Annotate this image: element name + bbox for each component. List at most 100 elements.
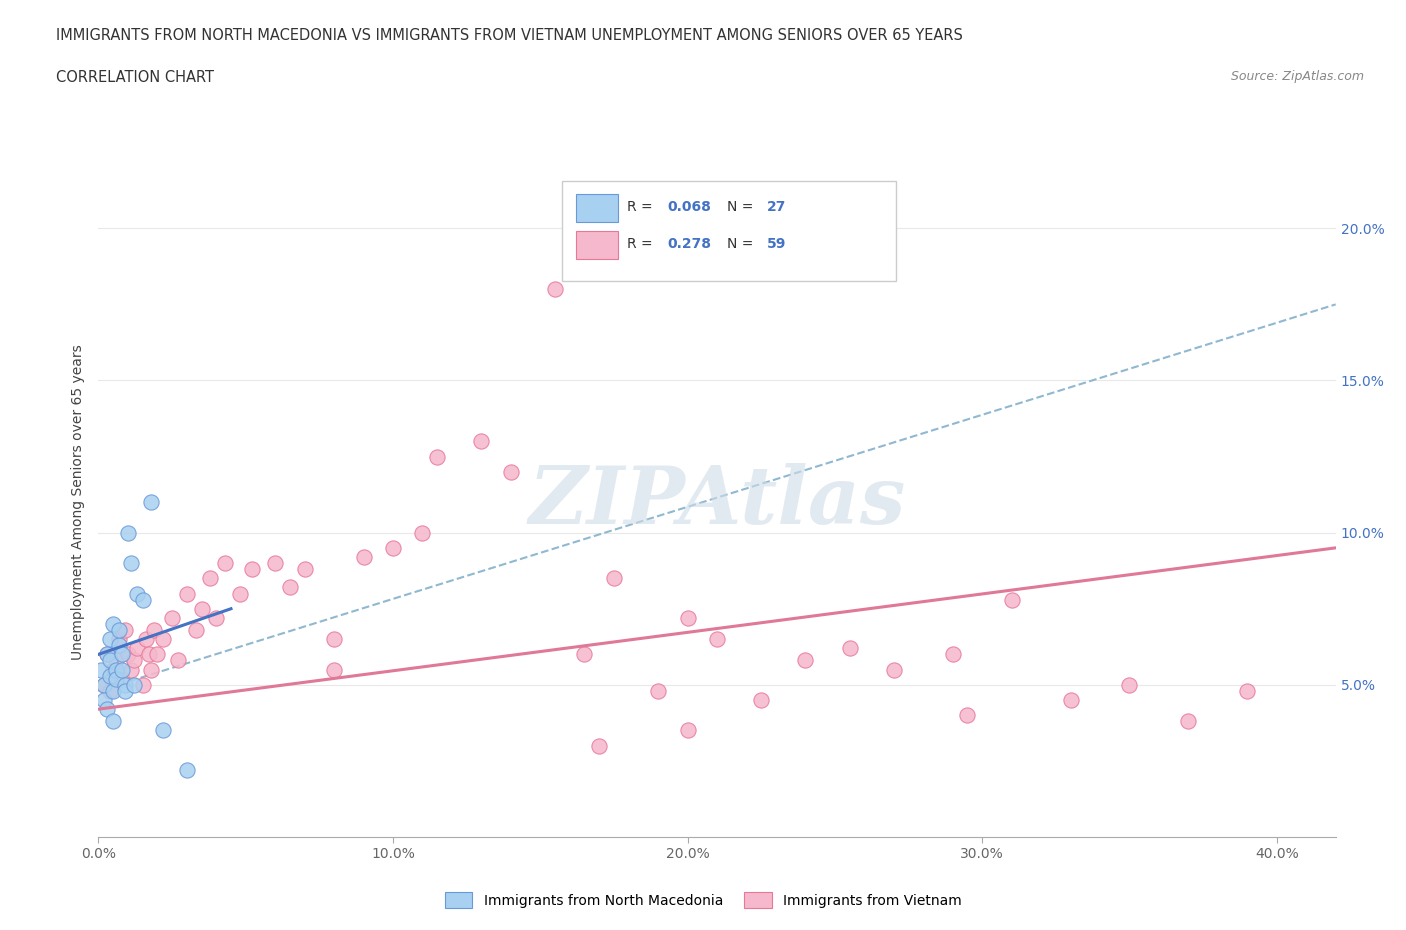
Point bbox=[411, 525, 433, 540]
FancyBboxPatch shape bbox=[576, 231, 619, 259]
Point bbox=[676, 610, 699, 625]
Point bbox=[138, 647, 160, 662]
Point bbox=[294, 562, 316, 577]
Point bbox=[160, 610, 183, 625]
Point bbox=[1118, 677, 1140, 692]
Point bbox=[108, 622, 131, 637]
Text: IMMIGRANTS FROM NORTH MACEDONIA VS IMMIGRANTS FROM VIETNAM UNEMPLOYMENT AMONG SE: IMMIGRANTS FROM NORTH MACEDONIA VS IMMIG… bbox=[56, 28, 963, 43]
Point bbox=[105, 671, 128, 686]
Point bbox=[111, 662, 134, 677]
Point bbox=[264, 555, 287, 570]
Point bbox=[470, 434, 492, 449]
Point bbox=[96, 647, 118, 662]
Point bbox=[101, 684, 124, 698]
Point bbox=[1001, 592, 1024, 607]
Point bbox=[141, 662, 163, 677]
Point bbox=[382, 540, 405, 555]
Text: CORRELATION CHART: CORRELATION CHART bbox=[56, 70, 214, 85]
Point bbox=[105, 653, 128, 668]
Point bbox=[1059, 693, 1081, 708]
Point bbox=[544, 282, 567, 297]
Point bbox=[98, 684, 121, 698]
Point bbox=[141, 495, 163, 510]
Point bbox=[706, 631, 728, 646]
Point bbox=[93, 677, 115, 692]
Text: 0.278: 0.278 bbox=[668, 237, 711, 251]
Point bbox=[135, 631, 157, 646]
Point bbox=[120, 662, 142, 677]
Point bbox=[176, 763, 198, 777]
Point bbox=[499, 464, 522, 479]
Point bbox=[96, 702, 118, 717]
Text: R =: R = bbox=[627, 200, 657, 214]
Point bbox=[96, 647, 118, 662]
Point bbox=[956, 708, 979, 723]
Point bbox=[108, 638, 131, 653]
Point bbox=[101, 662, 124, 677]
Point bbox=[120, 555, 142, 570]
Point bbox=[588, 738, 610, 753]
Point bbox=[131, 677, 153, 692]
Point bbox=[152, 631, 174, 646]
Y-axis label: Unemployment Among Seniors over 65 years: Unemployment Among Seniors over 65 years bbox=[72, 344, 86, 660]
Text: 0.068: 0.068 bbox=[668, 200, 711, 214]
Point bbox=[603, 571, 626, 586]
Point bbox=[108, 631, 131, 646]
Point bbox=[93, 693, 115, 708]
Point bbox=[942, 647, 965, 662]
Point bbox=[838, 641, 860, 656]
Legend: Immigrants from North Macedonia, Immigrants from Vietnam: Immigrants from North Macedonia, Immigra… bbox=[439, 886, 967, 914]
Point bbox=[1177, 714, 1199, 729]
Point bbox=[676, 723, 699, 737]
Point bbox=[240, 562, 263, 577]
Point bbox=[200, 571, 222, 586]
Point bbox=[117, 525, 139, 540]
Point bbox=[278, 580, 301, 595]
Point bbox=[184, 622, 207, 637]
Point bbox=[122, 677, 145, 692]
Point bbox=[426, 449, 449, 464]
Text: 59: 59 bbox=[766, 237, 786, 251]
Point bbox=[101, 617, 124, 631]
Point bbox=[647, 684, 669, 698]
Point bbox=[749, 693, 772, 708]
Point bbox=[111, 647, 134, 662]
FancyBboxPatch shape bbox=[576, 194, 619, 222]
FancyBboxPatch shape bbox=[562, 180, 897, 281]
Text: 27: 27 bbox=[766, 200, 786, 214]
Point bbox=[125, 586, 148, 601]
Point bbox=[146, 647, 169, 662]
Point bbox=[323, 631, 346, 646]
Point bbox=[93, 677, 115, 692]
Point bbox=[794, 653, 817, 668]
Point bbox=[214, 555, 236, 570]
Point bbox=[167, 653, 190, 668]
Point bbox=[114, 684, 136, 698]
Text: N =: N = bbox=[727, 200, 758, 214]
Point bbox=[98, 631, 121, 646]
Point bbox=[98, 669, 121, 684]
Point bbox=[353, 550, 375, 565]
Text: ZIPAtlas: ZIPAtlas bbox=[529, 463, 905, 541]
Point bbox=[125, 641, 148, 656]
Point bbox=[114, 677, 136, 692]
Point bbox=[190, 602, 212, 617]
Text: N =: N = bbox=[727, 237, 758, 251]
Point bbox=[122, 653, 145, 668]
Point bbox=[90, 662, 112, 677]
Point bbox=[323, 662, 346, 677]
Text: Source: ZipAtlas.com: Source: ZipAtlas.com bbox=[1230, 70, 1364, 83]
Point bbox=[176, 586, 198, 601]
Point bbox=[111, 671, 134, 686]
Point bbox=[205, 610, 228, 625]
Point bbox=[101, 714, 124, 729]
Point bbox=[574, 647, 596, 662]
Point bbox=[105, 662, 128, 677]
Point bbox=[883, 662, 905, 677]
Point bbox=[114, 622, 136, 637]
Point bbox=[152, 723, 174, 737]
Point bbox=[117, 647, 139, 662]
Text: R =: R = bbox=[627, 237, 657, 251]
Point bbox=[131, 592, 153, 607]
Point bbox=[98, 653, 121, 668]
